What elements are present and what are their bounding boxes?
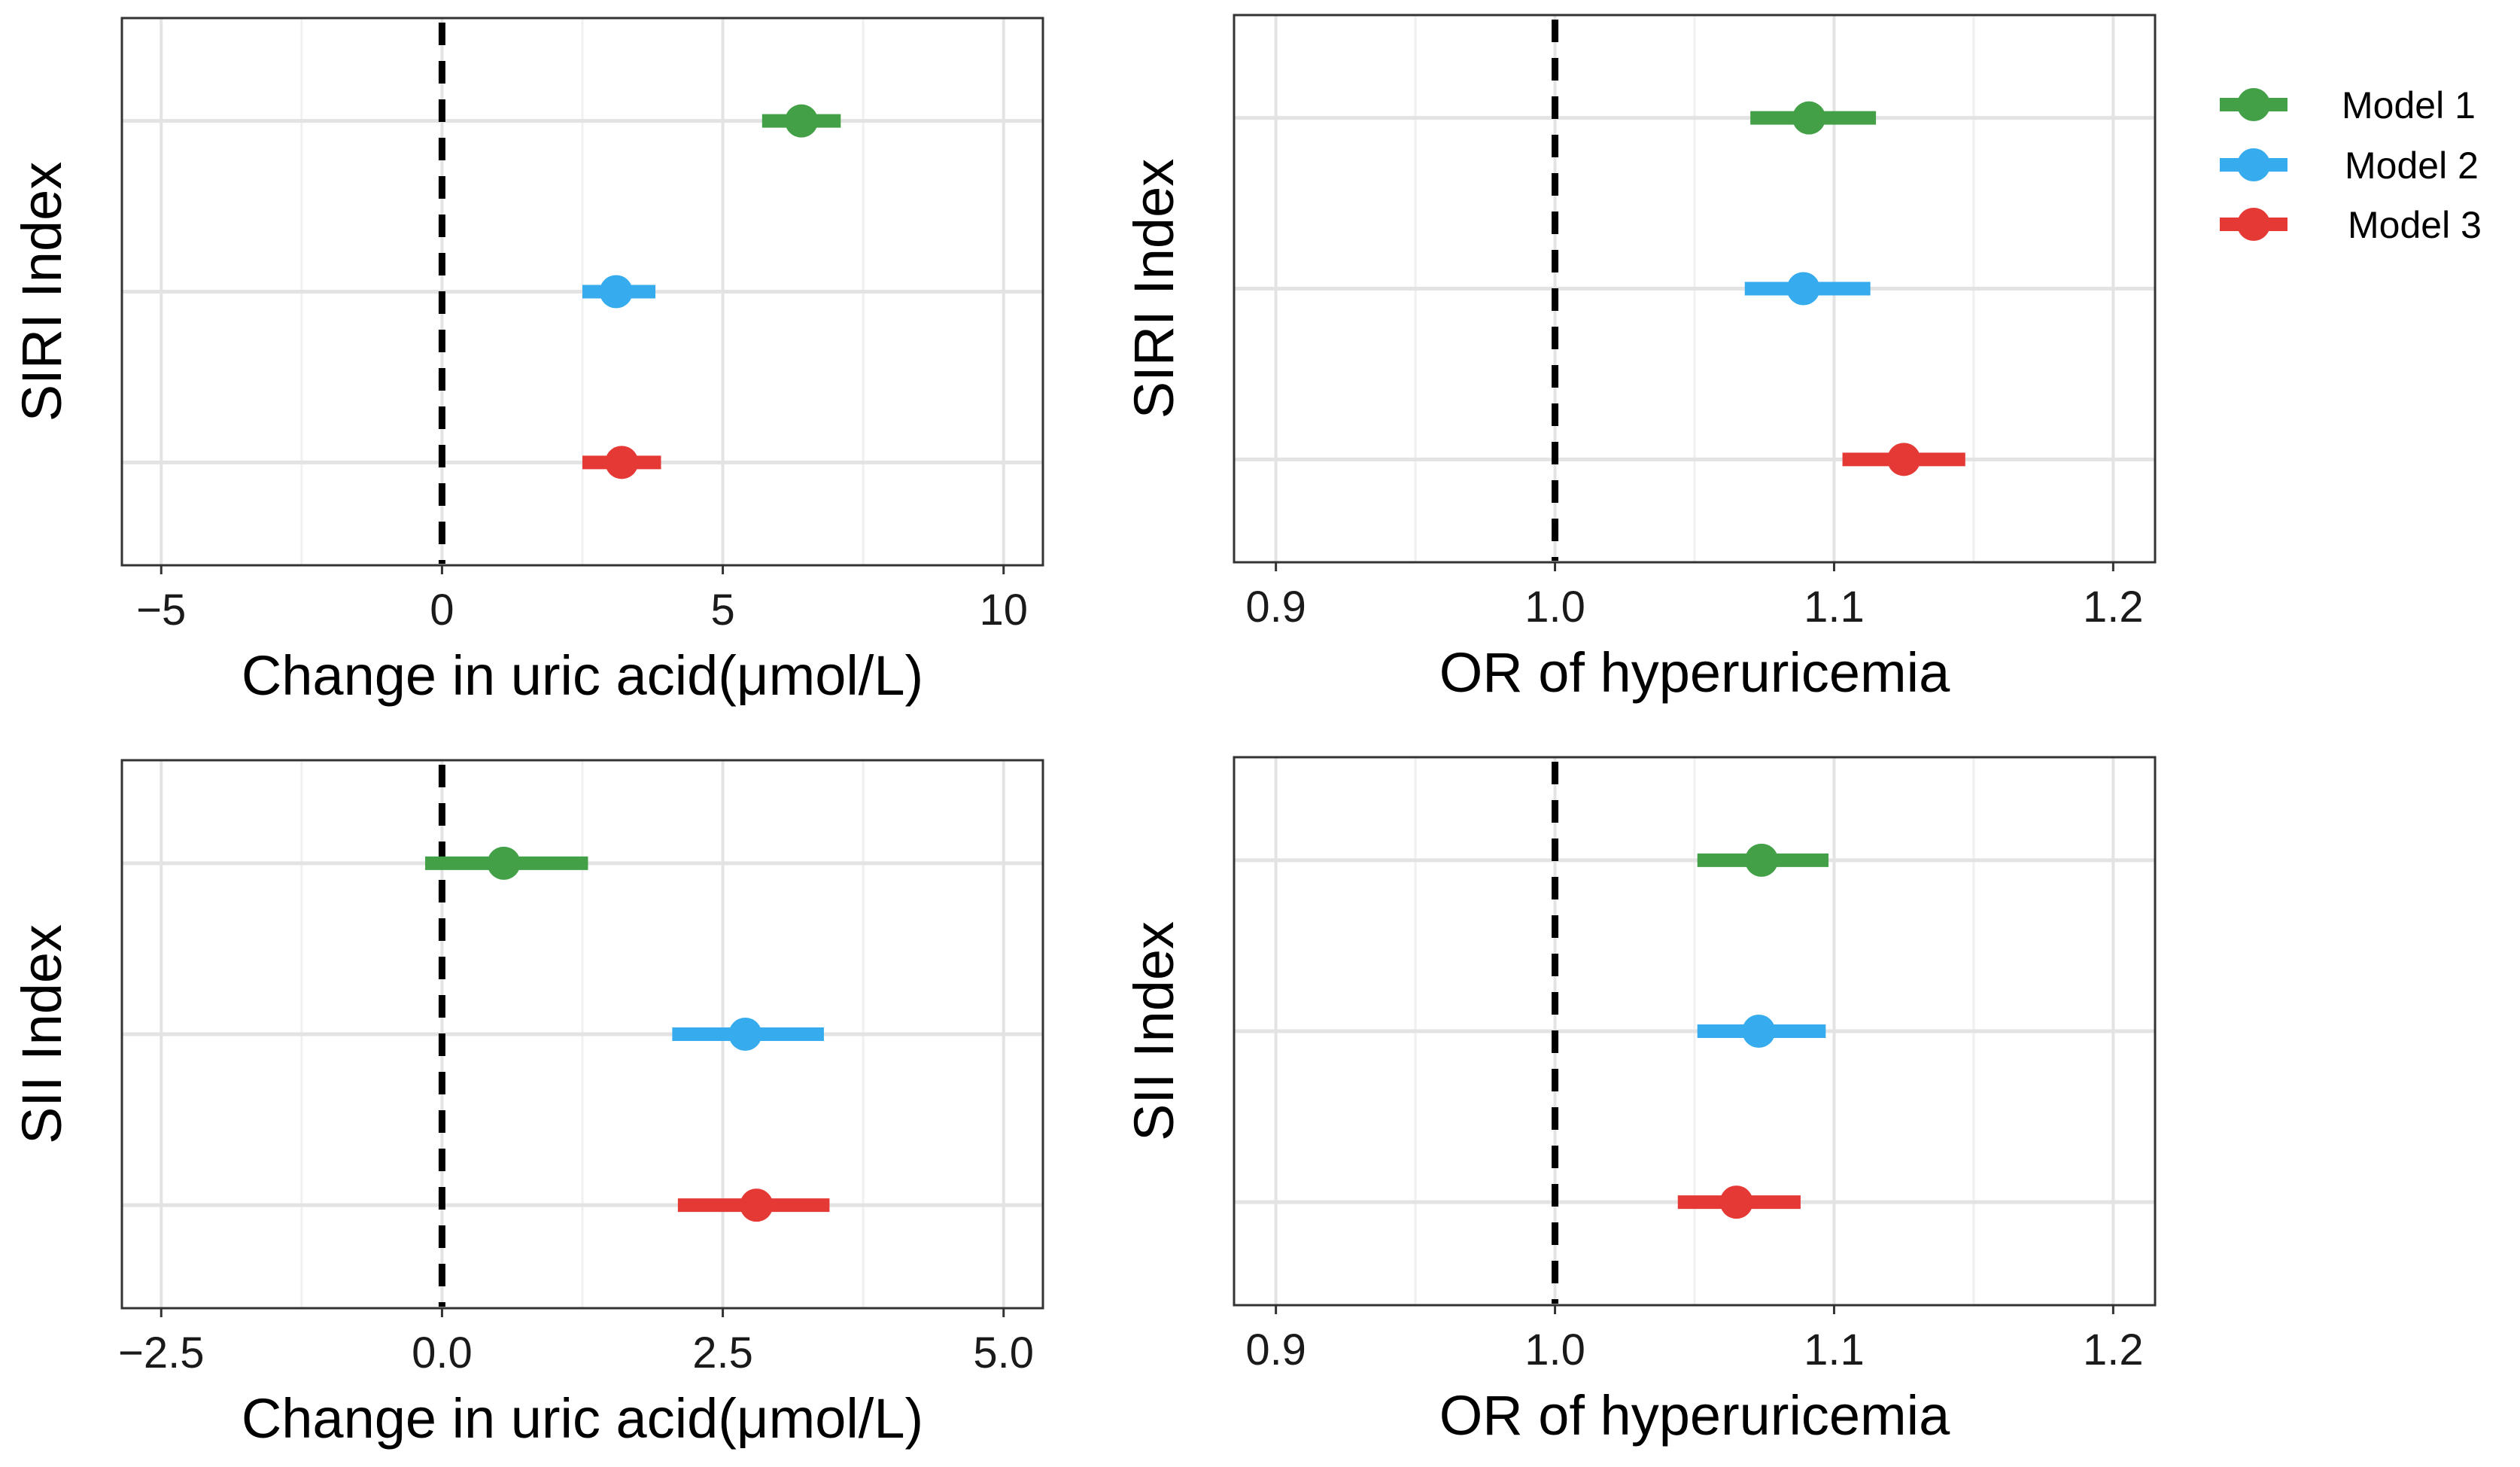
point-model-2 bbox=[1786, 272, 1820, 306]
point-model-1 bbox=[1792, 101, 1826, 135]
point-model-3 bbox=[605, 446, 639, 479]
point-model-2 bbox=[728, 1018, 762, 1051]
point-model-3 bbox=[740, 1189, 774, 1222]
panel-border bbox=[120, 17, 1044, 567]
x-axis-title: Change in uric acid(μmol/L) bbox=[242, 644, 923, 707]
x-axis-title: OR of hyperuricemia bbox=[1439, 641, 1950, 704]
legend-item-model-1: Model 1 bbox=[2220, 84, 2476, 126]
x-tick-label: 1.1 bbox=[1804, 583, 1865, 632]
point-model-1 bbox=[487, 846, 521, 880]
panel-4: 0.9 1.0 1.1 1.2 OR of hyperuricemia SII Index bbox=[1123, 756, 2157, 1447]
legend-label: Model 3 bbox=[2348, 204, 2482, 246]
x-axis-title: OR of hyperuricemia bbox=[1439, 1384, 1950, 1447]
x-tick-label: 5.0 bbox=[973, 1329, 1034, 1377]
panel-border bbox=[1233, 756, 2157, 1307]
y-axis-title: SIRI Index bbox=[1123, 159, 1185, 419]
legend-item-model-3: Model 3 bbox=[2220, 204, 2482, 246]
x-tick-label: 1.2 bbox=[2083, 583, 2144, 632]
x-tick-label: 0.0 bbox=[412, 1329, 473, 1377]
x-tick-label: 10 bbox=[979, 586, 1028, 635]
x-tick-label: −5 bbox=[136, 586, 186, 635]
point-model-3 bbox=[1719, 1185, 1753, 1219]
point-model-1 bbox=[785, 104, 819, 138]
point-model-1 bbox=[1745, 843, 1779, 877]
point-model-2 bbox=[1742, 1015, 1776, 1048]
legend-key-point bbox=[2237, 208, 2270, 241]
legend-label: Model 1 bbox=[2342, 84, 2476, 126]
legend: Model 1 Model 2 Model 3 bbox=[2220, 84, 2482, 246]
x-tick-label: 0.9 bbox=[1245, 1325, 1306, 1374]
y-axis-title: SII Index bbox=[11, 924, 73, 1144]
panel-3: −2.5 0.0 2.5 5.0 Change in uric acid(μmol/L)… bbox=[11, 759, 1044, 1450]
panel-border bbox=[120, 759, 1044, 1310]
x-tick-label: −2.5 bbox=[118, 1329, 205, 1377]
panel-2: 0.9 1.0 1.1 1.2 OR of hyperuricemia SIRI Inde… bbox=[1123, 14, 2157, 704]
x-tick-label: 5 bbox=[710, 586, 734, 635]
x-tick-label: 1.0 bbox=[1524, 1325, 1585, 1374]
x-tick-label: 1.2 bbox=[2083, 1325, 2144, 1374]
x-axis-title: Change in uric acid(μmol/L) bbox=[242, 1387, 923, 1450]
x-tick-label: 0 bbox=[430, 586, 454, 635]
legend-key-point bbox=[2237, 88, 2270, 121]
y-axis-title: SIRI Index bbox=[11, 162, 73, 422]
x-tick-label: 2.5 bbox=[692, 1329, 753, 1377]
point-model-2 bbox=[599, 275, 633, 309]
legend-key-point bbox=[2237, 148, 2270, 181]
x-tick-label: 0.9 bbox=[1245, 583, 1306, 632]
legend-label: Model 2 bbox=[2345, 145, 2479, 187]
panels: −5 0 5 10 Change in uric acid(μmol/L) SIRI In… bbox=[11, 14, 2157, 1450]
panel-1: −5 0 5 10 Change in uric acid(μmol/L) SIRI In… bbox=[11, 17, 1044, 707]
y-axis-title: SII Index bbox=[1123, 921, 1185, 1141]
legend-item-model-2: Model 2 bbox=[2220, 145, 2479, 187]
x-tick-label: 1.0 bbox=[1524, 583, 1585, 632]
point-model-3 bbox=[1887, 443, 1921, 476]
x-tick-label: 1.1 bbox=[1804, 1325, 1865, 1374]
panel-border bbox=[1233, 14, 2157, 564]
